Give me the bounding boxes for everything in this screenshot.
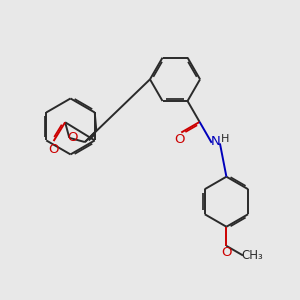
Text: O: O — [68, 131, 78, 144]
Text: N: N — [211, 135, 221, 148]
Text: O: O — [221, 246, 232, 259]
Text: O: O — [48, 143, 59, 156]
Text: O: O — [175, 134, 185, 146]
Text: CH₃: CH₃ — [242, 249, 264, 262]
Text: H: H — [221, 134, 229, 144]
